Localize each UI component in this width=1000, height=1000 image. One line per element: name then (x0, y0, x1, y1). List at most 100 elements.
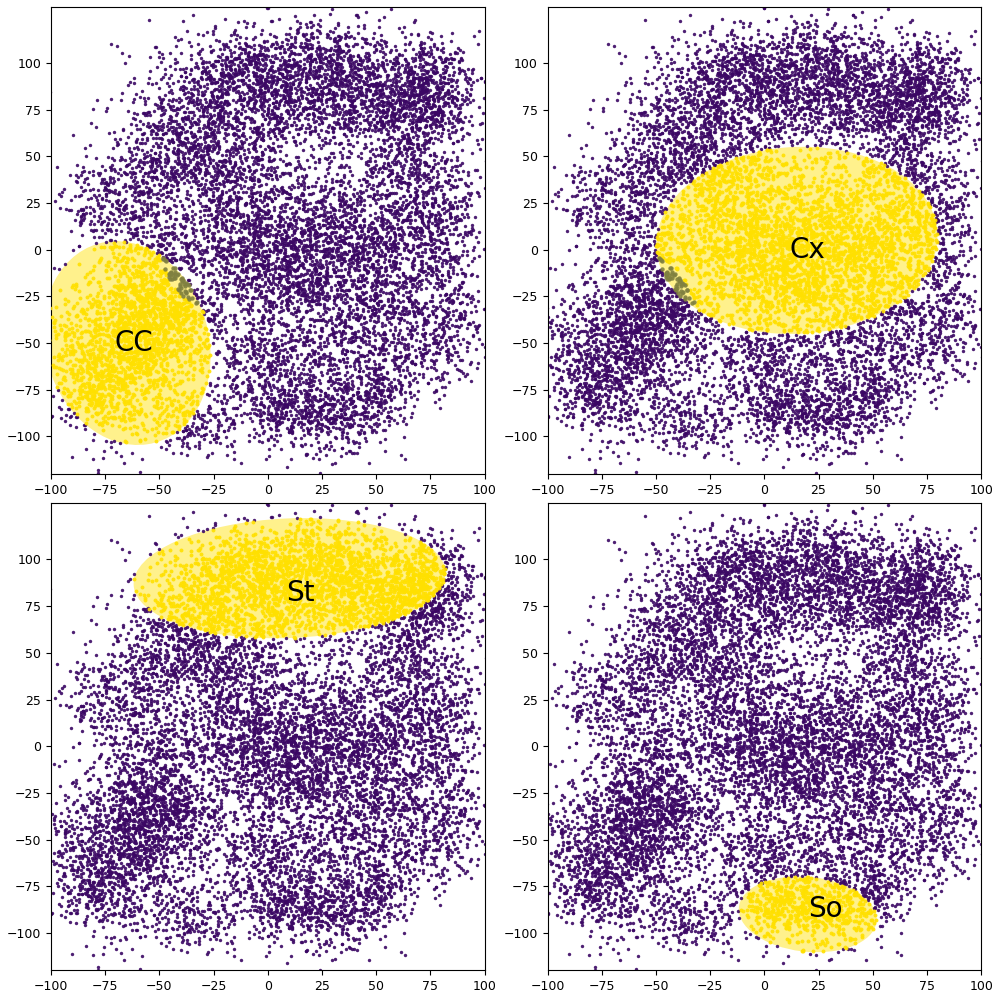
Point (333, 586, 349, 602)
Point (810, 618, 826, 634)
Point (583, 826, 599, 842)
Point (264, 87, 280, 103)
Point (279, 57, 295, 73)
Point (820, 859, 836, 875)
Point (603, 801, 619, 817)
Point (565, 406, 581, 422)
Point (369, 708, 385, 724)
Point (775, 87, 791, 103)
Point (650, 300, 666, 316)
Point (112, 321, 128, 337)
Point (682, 906, 698, 922)
Point (430, 866, 446, 882)
Point (162, 810, 178, 826)
Point (766, 559, 782, 575)
Point (842, 60, 858, 76)
Point (833, 220, 849, 236)
Point (974, 73, 990, 89)
Point (840, 105, 856, 121)
Point (131, 291, 147, 307)
Point (595, 398, 611, 414)
Point (964, 229, 980, 245)
Point (637, 736, 653, 752)
Point (930, 656, 946, 672)
Point (177, 253, 193, 269)
Point (151, 217, 167, 233)
Point (160, 911, 176, 927)
Point (582, 360, 598, 376)
Point (765, 537, 781, 553)
Point (964, 318, 980, 334)
Point (612, 421, 628, 437)
Point (888, 134, 904, 150)
Point (742, 538, 758, 554)
Point (89, 298, 105, 314)
Point (690, 222, 706, 238)
Point (355, 212, 371, 228)
Point (700, 554, 716, 570)
Point (673, 750, 689, 766)
Point (798, 225, 814, 241)
Point (821, 257, 837, 273)
Point (871, 221, 887, 237)
Point (780, 328, 796, 344)
Point (242, 811, 258, 827)
Point (195, 143, 211, 159)
Point (365, 181, 381, 197)
Point (894, 697, 910, 713)
Point (736, 212, 752, 228)
Point (866, 183, 882, 199)
Point (447, 686, 463, 702)
Point (365, 87, 381, 103)
Point (190, 593, 206, 609)
Point (800, 413, 816, 429)
Point (409, 678, 425, 694)
Point (854, 320, 870, 336)
Point (459, 247, 475, 263)
Point (114, 783, 130, 799)
Point (796, 385, 812, 401)
Point (932, 225, 948, 241)
Point (135, 791, 151, 807)
Point (908, 69, 924, 85)
Point (864, 327, 880, 343)
Point (367, 797, 383, 813)
Point (220, 668, 236, 684)
Point (274, 676, 290, 692)
Point (916, 166, 932, 182)
Point (194, 303, 210, 319)
Point (108, 840, 124, 856)
Point (361, 833, 377, 849)
Point (833, 330, 849, 346)
Point (354, 268, 370, 284)
Point (637, 587, 653, 603)
Point (675, 213, 691, 229)
Point (861, 674, 877, 690)
Point (299, 896, 315, 912)
Point (310, 801, 326, 817)
Point (784, 771, 800, 787)
Point (202, 405, 218, 421)
Point (977, 680, 993, 696)
Point (231, 62, 247, 78)
Point (217, 718, 233, 734)
Point (705, 669, 721, 685)
Point (365, 642, 381, 658)
Point (297, 60, 313, 76)
Point (931, 605, 947, 621)
Point (889, 808, 905, 824)
Point (706, 842, 722, 858)
Point (612, 378, 628, 394)
Point (651, 250, 667, 266)
Point (201, 151, 217, 167)
Point (750, 419, 766, 435)
Point (639, 183, 655, 199)
Point (316, 298, 332, 314)
Point (387, 172, 403, 188)
Point (412, 649, 428, 665)
Point (569, 866, 585, 882)
Point (791, 83, 807, 99)
Point (930, 601, 946, 617)
Point (156, 310, 172, 326)
Point (932, 820, 948, 836)
